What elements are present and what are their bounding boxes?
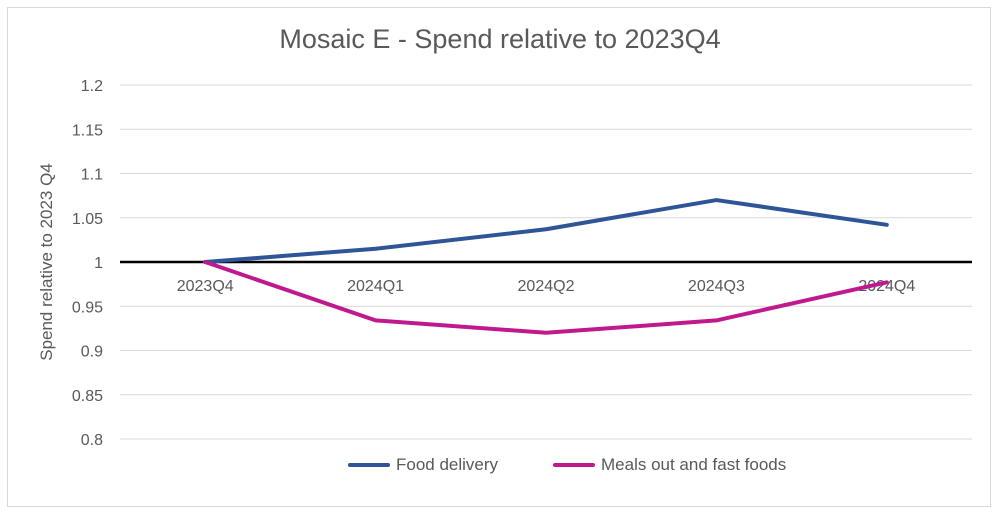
legend-label-meals-out: Meals out and fast foods (601, 455, 787, 474)
x-tick-label: 2024Q3 (688, 278, 745, 295)
legend-label-food-delivery: Food delivery (396, 455, 499, 474)
legend: Food delivery Meals out and fast foods (0, 455, 1000, 477)
chart-title: Mosaic E - Spend relative to 2023Q4 (279, 24, 721, 54)
series-line-meals-out-and-fast-foods (203, 260, 889, 335)
legend-swatch-meals-out (553, 463, 595, 467)
legend-item-food-delivery: Food delivery (348, 455, 498, 475)
y-axis-title: Spend relative to 2023 Q4 (37, 163, 56, 361)
x-tick-label: 2023Q4 (177, 278, 234, 295)
x-tick-label: 2024Q1 (347, 278, 404, 295)
y-tick-label: 0.9 (81, 344, 103, 361)
y-tick-label: 0.95 (72, 299, 103, 316)
chart-frame (7, 7, 991, 507)
legend-item-meals-out: Meals out and fast foods (553, 455, 786, 475)
y-tick-label: 1.1 (81, 167, 103, 184)
series-line-food-delivery (203, 198, 889, 264)
y-tick-label: 1.15 (72, 122, 103, 139)
x-tick-label: 2024Q4 (858, 278, 915, 295)
legend-swatch-food-delivery (348, 463, 390, 467)
y-tick-label: 1.2 (81, 78, 103, 95)
y-tick-label: 0.8 (81, 432, 103, 449)
y-tick-label: 1 (94, 255, 103, 272)
x-tick-label: 2024Q2 (518, 278, 575, 295)
y-tick-label: 1.05 (72, 211, 103, 228)
y-tick-label: 0.85 (72, 388, 103, 405)
